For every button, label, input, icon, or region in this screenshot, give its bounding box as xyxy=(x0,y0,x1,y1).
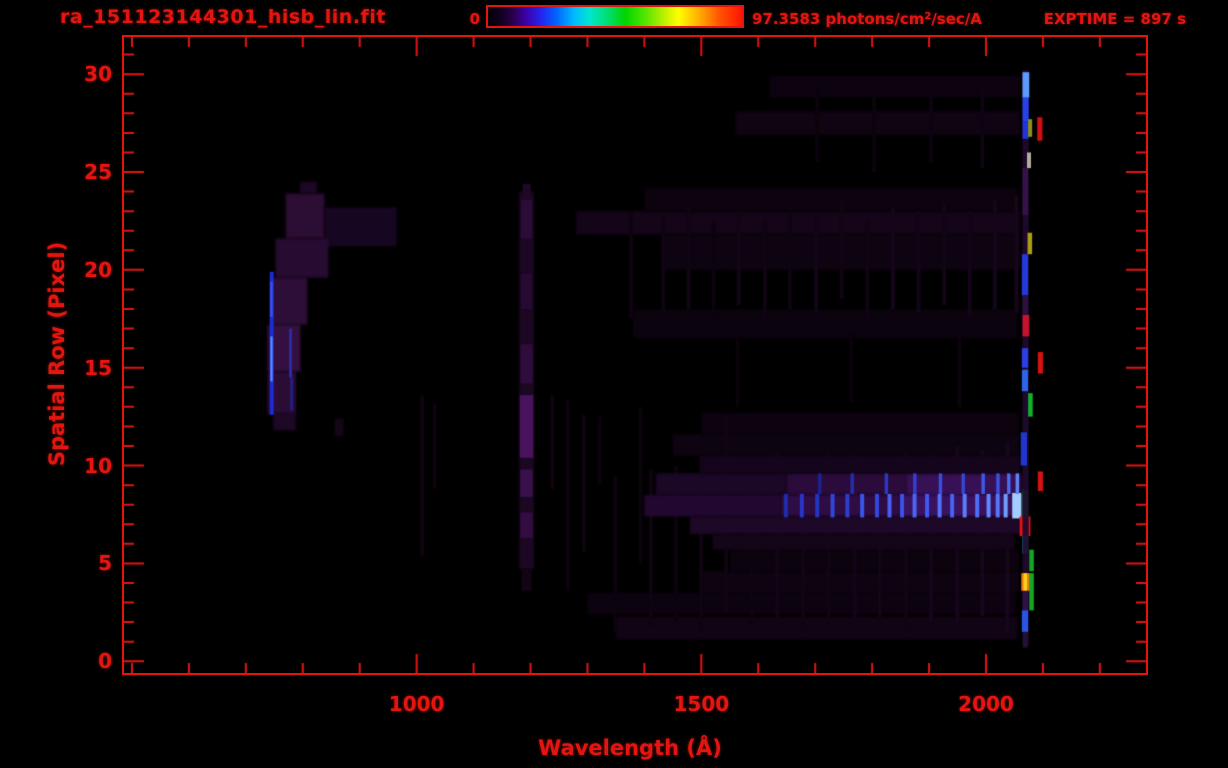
x-tick-label: 1500 xyxy=(673,692,730,716)
plot-frame xyxy=(122,35,1148,675)
y-tick-label: 0 xyxy=(98,649,112,674)
colorbar xyxy=(486,5,744,28)
y-tick-label: 15 xyxy=(84,355,112,380)
colorbar-max-value-units: 97.3583 photons/cm xyxy=(752,10,925,28)
colorbar-units-suffix: /sec/A xyxy=(931,10,982,28)
x-axis-title: Wavelength (Å) xyxy=(538,736,722,760)
y-tick-label: 10 xyxy=(84,453,112,478)
y-tick-label: 20 xyxy=(84,257,112,282)
y-tick-label: 25 xyxy=(84,160,112,185)
x-tick-label: 2000 xyxy=(958,692,1014,716)
colorbar-units-superscript: 2 xyxy=(924,11,932,22)
filename-title: ra_151123144301_hisb_lin.fit xyxy=(60,6,386,28)
x-tick-label: 1000 xyxy=(388,692,445,716)
colorbar-gradient xyxy=(488,7,742,26)
y-tick-label: 5 xyxy=(98,551,112,576)
y-tick-label: 30 xyxy=(84,62,112,87)
colorbar-max-label: 97.3583 photons/cm2/sec/A xyxy=(752,10,982,28)
exptime-label: EXPTIME = 897 s xyxy=(1043,10,1186,28)
colorbar-min-label: 0 xyxy=(469,10,480,28)
spectrum-canvas xyxy=(124,37,1146,673)
